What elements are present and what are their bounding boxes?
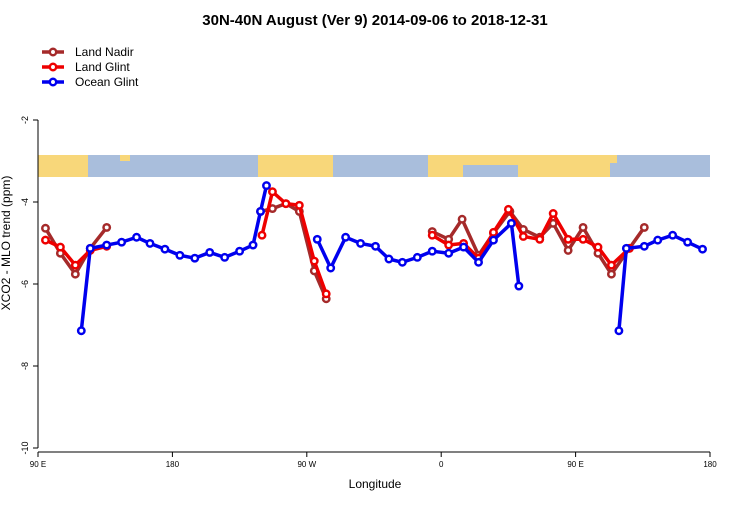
data-point: [312, 234, 322, 244]
data-point: [117, 237, 127, 247]
data-point: [578, 234, 588, 244]
data-point: [427, 230, 437, 240]
legend-label: Ocean Glint: [75, 75, 139, 89]
data-point: [326, 263, 336, 273]
legend-label: Land Nadir: [75, 45, 134, 59]
data-point: [41, 235, 50, 245]
chart-title: 30N-40N August (Ver 9) 2014-09-06 to 201…: [202, 12, 547, 29]
data-point: [653, 235, 663, 245]
data-point: [268, 187, 277, 197]
x-tick-label: 180: [703, 460, 717, 469]
legend-marker: [48, 47, 58, 57]
y-tick-label: -6: [20, 280, 30, 288]
legend-marker: [48, 77, 58, 87]
data-point: [412, 252, 422, 262]
map-strip: [38, 155, 710, 177]
data-point: [668, 230, 678, 240]
data-point: [102, 222, 112, 232]
data-point: [518, 231, 528, 241]
y-tick-label: -8: [20, 362, 30, 370]
data-point: [371, 241, 380, 251]
x-tick-label: 90 E: [567, 460, 583, 469]
x-tick-label: 0: [439, 460, 444, 469]
data-point: [578, 222, 588, 232]
data-point: [257, 230, 267, 240]
data-point: [614, 326, 624, 336]
data-point: [262, 181, 271, 191]
data-point: [489, 227, 498, 237]
y-tick-label: -2: [20, 116, 30, 124]
y-tick-label: -10: [20, 441, 30, 454]
data-point: [474, 257, 483, 267]
data-point: [190, 253, 200, 263]
data-point: [444, 240, 454, 250]
data-point: [514, 281, 524, 291]
data-point: [563, 245, 573, 255]
data-point: [145, 238, 155, 248]
data-point: [102, 240, 112, 250]
data-point: [294, 200, 304, 210]
data-point: [341, 232, 351, 242]
data-point: [175, 250, 185, 260]
data-point: [309, 256, 319, 266]
data-point: [132, 232, 142, 242]
data-point: [548, 209, 558, 218]
data-point: [70, 269, 80, 279]
x-axis-label: Longitude: [349, 477, 402, 491]
data-point: [356, 238, 366, 248]
data-point: [235, 246, 245, 256]
legend-marker: [48, 62, 58, 72]
data-point: [76, 326, 86, 336]
data-point: [489, 235, 498, 245]
data-point: [384, 254, 394, 264]
data-point: [593, 242, 603, 252]
data-point: [444, 248, 454, 258]
data-point: [506, 218, 516, 228]
data-point: [397, 257, 407, 267]
data-point: [535, 234, 545, 244]
data-point: [427, 246, 437, 256]
data-point: [70, 260, 80, 270]
data-point: [459, 242, 469, 252]
data-point: [248, 240, 258, 250]
y-axis-label: XCO2 - MLO trend (ppm): [0, 176, 13, 311]
data-point: [256, 206, 265, 216]
legend-label: Land Glint: [75, 60, 130, 74]
y-tick-label: -4: [20, 198, 30, 206]
data-point: [41, 223, 50, 233]
x-tick-label: 180: [166, 460, 180, 469]
x-tick-label: 90 W: [297, 460, 316, 469]
data-point: [683, 237, 693, 247]
data-point: [606, 260, 616, 270]
data-point: [85, 243, 95, 253]
data-point: [55, 242, 65, 252]
data-point: [606, 269, 616, 279]
data-point: [503, 204, 513, 214]
data-point: [457, 214, 467, 224]
data-point: [639, 241, 649, 251]
data-point: [281, 199, 291, 209]
data-point: [205, 247, 215, 257]
data-point: [160, 244, 170, 254]
data-point: [621, 243, 631, 253]
data-point: [321, 289, 331, 299]
x-tick-label: 90 E: [30, 460, 46, 469]
data-point: [563, 234, 573, 244]
data-point: [639, 222, 649, 232]
data-point: [698, 244, 707, 254]
data-point: [220, 252, 230, 262]
